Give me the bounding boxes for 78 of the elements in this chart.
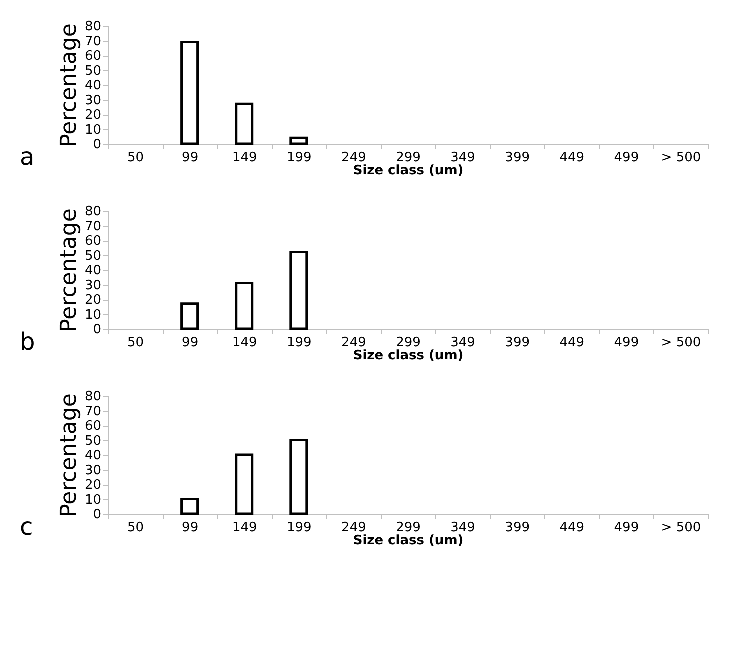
x-tick-label: > 500: [661, 150, 702, 166]
x-tick-label: 449: [560, 520, 585, 536]
bar: [180, 40, 200, 146]
bar: [235, 102, 254, 146]
bar: [180, 498, 200, 516]
x-tick-label: 199: [286, 520, 312, 536]
y-tick-label: 60: [84, 419, 102, 434]
y-tick-label: 0: [93, 138, 102, 152]
y-tick-label: 30: [84, 278, 102, 294]
text: b: [20, 328, 36, 356]
y-tick-label: 10: [84, 122, 102, 138]
y-tick-label: 20: [84, 293, 102, 308]
y-tick-label: 10: [84, 492, 102, 508]
y-tick-label: 10: [84, 308, 102, 323]
y-axis-title: Percentage: [56, 394, 82, 518]
x-tick-label: 50: [128, 520, 144, 536]
x-tick-label: 449: [560, 336, 585, 350]
x-tick-label: 349: [450, 150, 476, 166]
x-tick-label: 99: [182, 150, 199, 166]
y-tick-label: 70: [84, 219, 102, 234]
x-tick-label: 99: [182, 520, 199, 536]
y-tick-label: 0: [93, 508, 102, 522]
y-tick-label: 50: [84, 248, 102, 264]
y-tick-label: 70: [84, 404, 102, 420]
bar: [290, 136, 308, 146]
x-tick-label: 249: [342, 336, 366, 350]
x-tick-label: 399: [505, 150, 530, 166]
x-axis-title: Size class (um): [353, 534, 464, 548]
x-tick-label: 399: [505, 336, 530, 350]
y-tick-label: 80: [84, 390, 102, 404]
x-tick-label: > 500: [661, 336, 702, 350]
x-tick-label: 149: [232, 520, 258, 536]
x-tick-label: 299: [396, 520, 421, 536]
x-tick-label: 399: [505, 520, 530, 536]
x-tick-label: 299: [396, 336, 421, 350]
x-tick-label: 199: [286, 336, 312, 350]
y-tick-label: 20: [84, 108, 102, 123]
x-tick-label: 499: [614, 150, 640, 166]
x-tick-label: 50: [128, 150, 144, 166]
y-tick-label: 0: [93, 322, 102, 338]
y-axis-title: Percentage: [56, 24, 82, 148]
x-tick-label: 149: [232, 336, 258, 350]
bar: [235, 282, 254, 330]
text: a: [20, 143, 35, 171]
x-tick-label: 499: [614, 336, 640, 350]
y-tick-label: 20: [84, 478, 102, 493]
y-tick-label: 50: [84, 64, 102, 79]
text: c: [20, 513, 34, 541]
bar: [180, 302, 200, 330]
bar: [290, 439, 308, 516]
y-tick-label: 40: [84, 448, 102, 464]
bar: [235, 454, 254, 516]
y-tick-label: 30: [84, 93, 102, 108]
x-tick-label: 349: [450, 520, 476, 536]
bar: [290, 251, 308, 330]
x-tick-label: 149: [232, 150, 258, 166]
x-tick-label: 499: [614, 520, 640, 536]
x-tick-label: 50: [128, 336, 144, 350]
x-axis-title: Size class (um): [353, 164, 464, 178]
y-tick-label: 80: [84, 20, 102, 34]
x-tick-label: 299: [396, 150, 421, 166]
x-tick-label: 249: [342, 150, 366, 166]
x-tick-label: 249: [342, 520, 366, 536]
y-tick-label: 50: [84, 434, 102, 449]
y-tick-label: 60: [84, 49, 102, 64]
y-tick-label: 30: [84, 463, 102, 478]
x-axis-title: Size class (um): [353, 348, 464, 364]
y-tick-label: 40: [84, 264, 102, 278]
x-tick-label: 199: [286, 150, 312, 166]
x-tick-label: > 500: [661, 520, 702, 536]
y-tick-label: 80: [84, 204, 102, 220]
x-tick-label: 449: [560, 150, 585, 166]
x-tick-label: 99: [182, 336, 199, 350]
y-axis-title: Percentage: [56, 208, 82, 332]
x-tick-label: 349: [450, 336, 476, 350]
y-tick-label: 70: [84, 34, 102, 50]
y-tick-label: 40: [84, 78, 102, 94]
y-tick-label: 60: [84, 234, 102, 249]
